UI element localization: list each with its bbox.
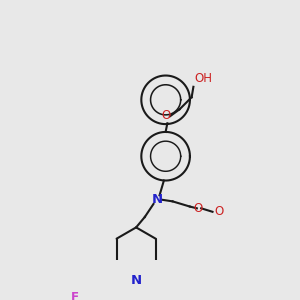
Text: F: F [71,291,79,300]
Text: N: N [130,274,142,287]
Text: O: O [162,110,171,122]
Text: N: N [152,193,163,206]
Text: OH: OH [194,72,212,85]
Text: O: O [214,205,224,218]
Text: O: O [193,202,203,215]
